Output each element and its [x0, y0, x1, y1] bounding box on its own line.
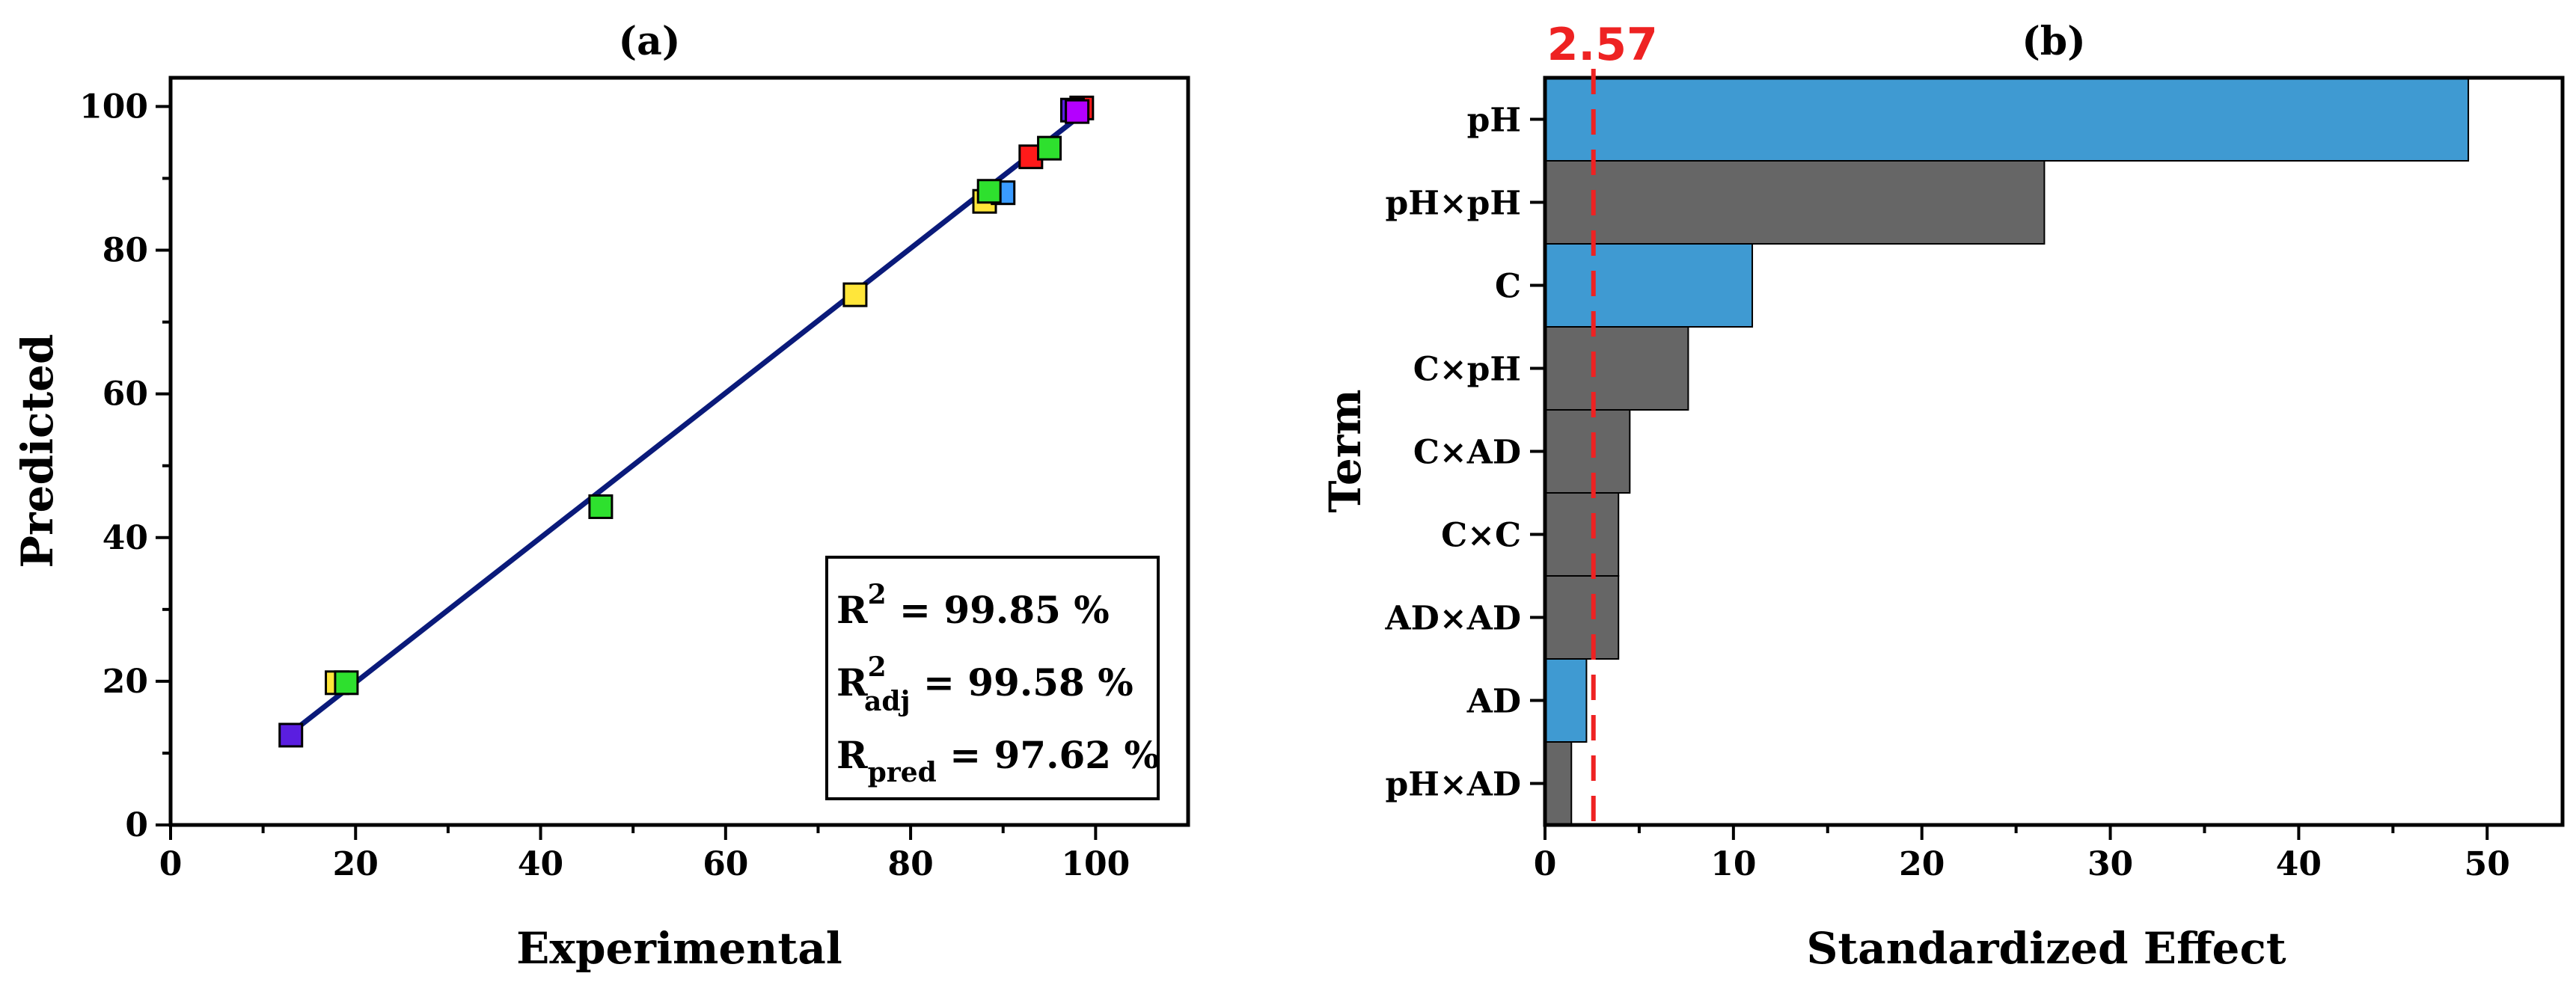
panel-b-x-ticks: 0 10 20 30 40 50 [1534, 825, 2510, 883]
panel-a-plot-frame [168, 76, 1190, 827]
radj-value: = 99.58 % [911, 660, 1133, 705]
bar [1544, 658, 1588, 743]
r-squared-line: R2 = 99.85 % [836, 579, 1110, 632]
panel-a-x-axis-label: Experimental [516, 923, 842, 974]
r-adjusted-line: R2 adj = 99.58 % [836, 651, 1133, 717]
panel-b-pareto: (b) 0 10 20 30 40 50 pH pH×pH C C×pH C×AD C×C AD×AD… [1320, 19, 2565, 974]
data-point [334, 670, 359, 696]
x-tick-label: 60 [703, 845, 748, 883]
x-tick-label: 50 [2465, 845, 2510, 883]
panel-b-x-axis-label: Standardized Effect [1806, 923, 2286, 974]
panel-a-title: (a) [619, 19, 681, 64]
rpred-value: = 97.62 % [937, 733, 1160, 777]
r2-superscript: 2 [868, 579, 887, 610]
term-label: pH [1467, 102, 1521, 140]
data-point [588, 494, 614, 519]
term-label: pH×pH [1385, 185, 1521, 223]
r-predicted-line: Rpred = 97.62 % [836, 733, 1160, 788]
data-point [842, 282, 868, 307]
term-label: C×C [1441, 517, 1521, 555]
panel-a-y-ticks: 0 20 40 60 80 100 [79, 88, 171, 844]
term-label: C [1495, 268, 1521, 306]
panel-a-points [278, 95, 1095, 748]
bar [1544, 575, 1620, 660]
radj-superscript: 2 [868, 651, 887, 683]
x-tick-label: 0 [1534, 845, 1557, 883]
critical-value-label: 2.57 [1547, 19, 1658, 71]
panel-a-y-axis-label: Predicted [12, 334, 63, 568]
y-tick-label: 20 [103, 663, 148, 701]
x-tick-label: 100 [1061, 845, 1130, 883]
term-label: AD [1466, 683, 1521, 721]
bar [1544, 160, 2046, 245]
x-tick-label: 40 [2276, 845, 2322, 883]
term-label: pH×AD [1386, 766, 1522, 804]
y-tick-label: 0 [125, 806, 148, 844]
term-label: AD×AD [1385, 600, 1521, 638]
r2-value: = 99.85 % [887, 588, 1110, 632]
data-point [976, 179, 1002, 204]
panel-a-x-ticks: 0 20 40 60 80 100 [159, 825, 1130, 883]
panel-a-scatter: (a) 0 20 40 60 80 100 0 20 40 60 80 100 Experiment… [12, 19, 1190, 974]
y-tick-label: 100 [79, 88, 148, 126]
bar [1544, 741, 1573, 826]
x-tick-label: 10 [1710, 845, 1756, 883]
r2-base: R [836, 588, 868, 632]
panel-b-y-ticks: pH pH×pH C C×pH C×AD C×C AD×AD AD pH×AD [1385, 102, 1545, 804]
x-tick-label: 80 [887, 845, 933, 883]
panel-b-bars [1544, 77, 2470, 826]
y-tick-label: 60 [103, 375, 148, 414]
term-label: C×pH [1413, 351, 1521, 389]
x-tick-label: 40 [518, 845, 563, 883]
rpred-base: R [836, 733, 868, 777]
x-tick-label: 0 [159, 845, 183, 883]
panel-b-title: (b) [2022, 19, 2086, 64]
bar [1544, 326, 1689, 411]
term-label: C×AD [1413, 434, 1521, 472]
bar [1544, 77, 2470, 162]
x-tick-label: 20 [1899, 845, 1945, 883]
bar [1544, 409, 1631, 494]
x-tick-label: 20 [333, 845, 379, 883]
x-tick-label: 30 [2087, 845, 2133, 883]
bar [1544, 492, 1620, 577]
bar [1544, 243, 1754, 328]
data-point [1065, 99, 1090, 124]
stats-box: R2 = 99.85 % R2 adj = 99.58 % Rpred = 97.… [825, 556, 1160, 800]
radj-base: R [836, 660, 868, 705]
stats-box-border [825, 556, 1160, 800]
y-tick-label: 80 [103, 232, 148, 270]
panel-b-y-axis-label: Term [1320, 389, 1371, 512]
rpred-subscript: pred [868, 757, 937, 788]
radj-subscript: adj [864, 686, 911, 717]
data-point [278, 722, 304, 748]
data-point [1037, 135, 1062, 161]
fit-line [289, 108, 1089, 735]
y-tick-label: 40 [103, 519, 148, 557]
